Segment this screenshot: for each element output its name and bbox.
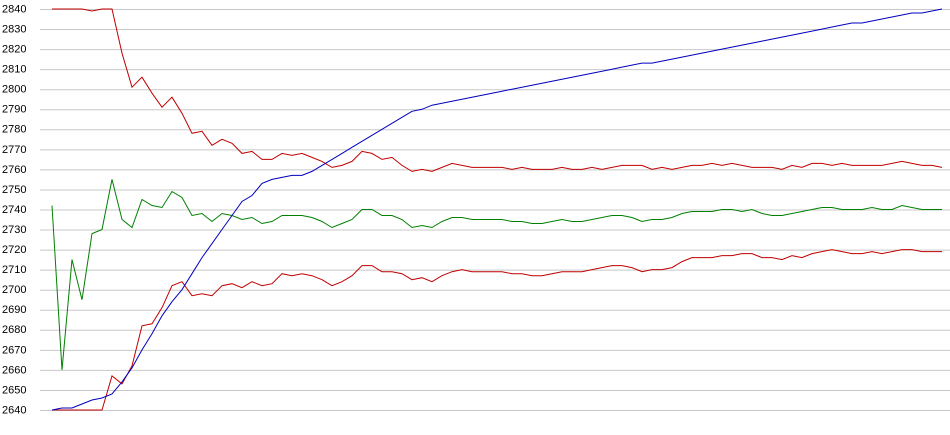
y-tick-label: 2700 bbox=[2, 284, 26, 296]
series-line bbox=[51, 8, 943, 411]
y-tick-label: 2770 bbox=[2, 144, 26, 156]
y-tick-label: 2640 bbox=[2, 404, 26, 416]
y-tick-label: 2760 bbox=[2, 164, 26, 176]
y-tick-label: 2840 bbox=[2, 3, 26, 15]
y-tick-label: 2810 bbox=[2, 64, 26, 76]
y-tick-label: 2830 bbox=[2, 23, 26, 35]
y-tick-label: 2730 bbox=[2, 224, 26, 236]
y-tick-label: 2670 bbox=[2, 344, 26, 356]
y-tick-label: 2680 bbox=[2, 324, 26, 336]
y-tick-label: 2800 bbox=[2, 84, 26, 96]
series-line bbox=[52, 8, 943, 172]
y-tick-label: 2780 bbox=[2, 124, 26, 136]
y-tick-label: 2750 bbox=[2, 184, 26, 196]
y-tick-label: 2650 bbox=[2, 384, 26, 396]
y-tick-label: 2740 bbox=[2, 204, 26, 216]
y-tick-label: 2690 bbox=[2, 304, 26, 316]
series-line bbox=[51, 179, 942, 370]
y-tick-label: 2660 bbox=[2, 364, 26, 376]
y-tick-label: 2820 bbox=[2, 44, 26, 56]
y-tick-label: 2790 bbox=[2, 104, 26, 116]
series-line bbox=[52, 249, 942, 411]
y-tick-label: 2720 bbox=[2, 244, 26, 256]
y-tick-label: 2710 bbox=[2, 264, 26, 276]
